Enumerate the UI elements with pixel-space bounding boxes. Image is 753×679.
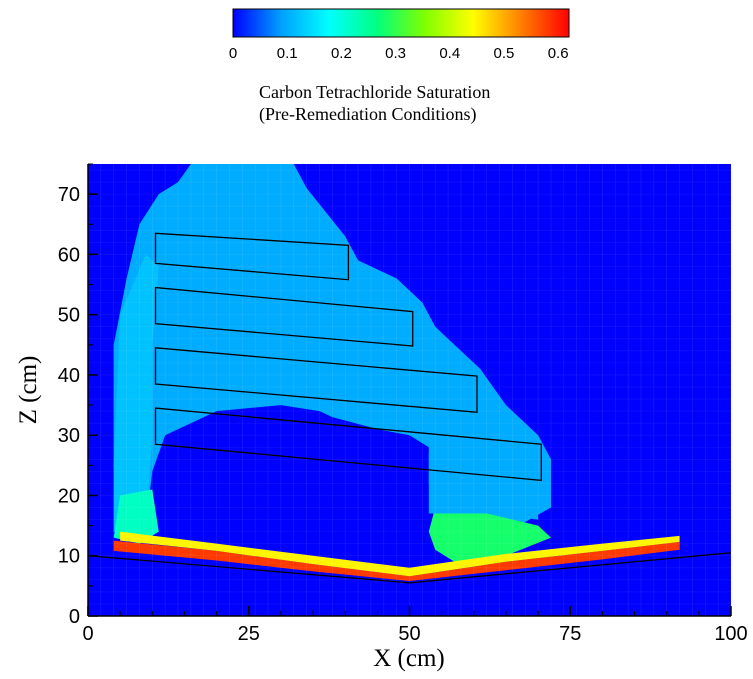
colorbar-ticks: 0 0.1 0.2 0.3 0.4 0.5 0.6 (229, 45, 569, 62)
saturation-zone-basal-pool (113, 540, 680, 582)
x-tick-label: 100 (714, 623, 747, 645)
x-tick-label: 75 (559, 623, 581, 645)
colorbar-title-line2: (Pre-Remediation Conditions) (259, 104, 476, 125)
saturation-zone-left-column (113, 254, 159, 532)
colorbar-tick-label: 0.5 (494, 45, 515, 62)
colorbar-tick-label: 0.6 (548, 45, 569, 62)
plot-area (87, 164, 732, 616)
lens-1-outline (154, 232, 350, 281)
saturation-zone-right-pool (428, 507, 551, 562)
lens-4-outline (154, 407, 542, 482)
colorbar-tick-label: 0 (229, 45, 237, 62)
saturation-zone-left-pool (113, 489, 159, 544)
y-tick-label: 50 (58, 305, 80, 327)
y-tick-label: 0 (69, 606, 80, 628)
y-axis-label: Z (cm) (15, 356, 42, 425)
saturation-zone-basal-upper-edge (120, 531, 680, 577)
lens-3-outline (154, 347, 478, 414)
y-tick-label: 10 (58, 546, 80, 568)
colorbar-tick-label: 0.1 (277, 45, 298, 62)
lens-2-outline (154, 286, 414, 347)
v-boundary-line (87, 552, 732, 584)
y-tick-label: 70 (58, 184, 80, 206)
y-ticks: 0 10 20 30 40 50 60 70 (58, 163, 98, 628)
x-axis-label: X (cm) (373, 645, 445, 672)
saturation-zone-right-column (428, 435, 539, 520)
y-tick-label: 20 (58, 485, 80, 507)
axes: 0 25 50 75 100 0 10 20 30 40 50 60 70 X (cm) Z (cm) (15, 163, 748, 672)
x-tick-label: 50 (398, 623, 420, 645)
lens-outlines (154, 232, 542, 482)
colorbar-tick-label: 0.2 (331, 45, 352, 62)
colorbar-title-line1: Carbon Tetrachloride Saturation (259, 82, 490, 102)
colorbar: 0 0.1 0.2 0.3 0.4 0.5 0.6 Carbon Tetrachloride… (229, 8, 570, 125)
x-ticks: 0 25 50 75 100 (82, 606, 748, 645)
saturation-zone-upper-plume (113, 164, 551, 532)
x-tick-label: 0 (82, 623, 93, 645)
x-tick-label: 25 (238, 623, 260, 645)
y-tick-label: 40 (58, 365, 80, 387)
y-tick-label: 30 (58, 425, 80, 447)
colorbar-scale (232, 8, 570, 38)
saturation-field (113, 164, 680, 582)
y-tick-label: 60 (58, 244, 80, 266)
colorbar-tick-label: 0.4 (439, 45, 460, 62)
colorbar-tick-label: 0.3 (385, 45, 406, 62)
